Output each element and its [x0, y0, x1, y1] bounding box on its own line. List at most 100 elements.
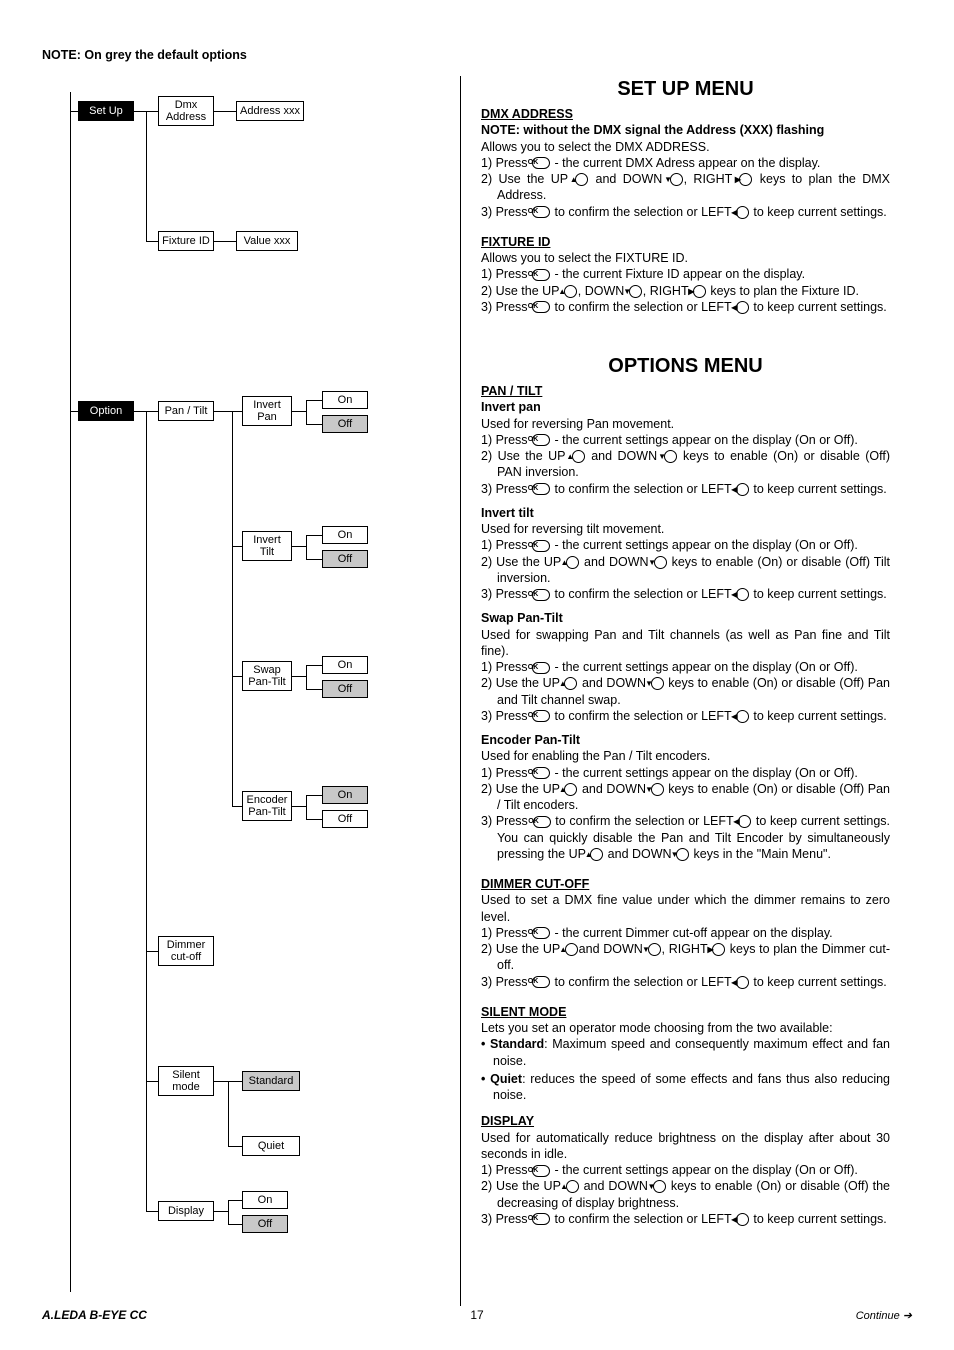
t: 1) Press	[481, 926, 531, 940]
down-icon: ▼	[648, 943, 661, 956]
conn	[214, 411, 232, 412]
conn	[228, 1081, 229, 1146]
t: 2) Use the UP	[481, 555, 565, 569]
ok-icon: OK	[532, 206, 550, 218]
page-footer: A.LEDA B-EYE CC 17 Continue ➔	[42, 1308, 912, 1322]
silent-b1: • Standard: Maximum speed and consequent…	[481, 1036, 890, 1069]
pantilt-heading: PAN / TILT	[481, 383, 890, 399]
conn	[306, 559, 322, 560]
page-body: Set Up Dmx Address Address xxx Fixture I…	[42, 76, 912, 1306]
t: 3) Press	[481, 975, 531, 989]
down-icon: ▼	[670, 173, 683, 186]
up-icon: ▲	[565, 943, 578, 956]
inverttilt-steps: 1) Press OK - the current settings appea…	[481, 537, 890, 602]
conn	[306, 665, 322, 666]
conn	[228, 1081, 242, 1082]
left-icon: ◀	[736, 301, 749, 314]
down-icon: ▼	[651, 677, 664, 690]
left-icon: ◀	[736, 710, 749, 723]
down-icon: ▼	[629, 285, 642, 298]
t: 2) Use the UP	[481, 942, 564, 956]
up-icon: ▲	[564, 285, 577, 298]
conn	[214, 241, 236, 242]
note-grey: NOTE: On grey the default options	[42, 48, 912, 62]
conn	[306, 795, 307, 819]
t: 1) Press	[481, 1163, 531, 1177]
box-encoder: Encoder Pan-Tilt	[242, 791, 292, 821]
t: to confirm the selection or LEFT	[551, 975, 735, 989]
conn	[70, 111, 78, 112]
ok-icon: OK	[532, 1165, 550, 1177]
fixture-steps: 1) Press OK - the current Fixture ID app…	[481, 266, 890, 315]
conn	[232, 806, 242, 807]
conn	[292, 411, 306, 412]
t: 2) Use the UP	[481, 172, 574, 186]
conn	[232, 676, 242, 677]
t: 3) Press	[481, 300, 531, 314]
conn	[306, 424, 322, 425]
t: to keep current settings.	[750, 1212, 887, 1226]
box-standard: Standard	[242, 1071, 300, 1091]
t: 2) Use the UP	[481, 1179, 565, 1193]
inverttilt-intro: Used for reversing tilt movement.	[481, 521, 890, 537]
box-dimmer: Dimmer cut-off	[158, 936, 214, 966]
ok-icon: OK	[532, 589, 550, 601]
t: to confirm the selection or LEFT	[551, 205, 735, 219]
right-icon: ▶	[712, 943, 725, 956]
left-icon: ◀	[736, 206, 749, 219]
t: - the current DMX Adress appear on the d…	[551, 156, 820, 170]
conn	[214, 1081, 228, 1082]
right-icon: ▶	[739, 173, 752, 186]
ok-icon: OK	[532, 157, 550, 169]
up-icon: ▲	[590, 848, 603, 861]
inverttilt-sub: Invert tilt	[481, 505, 890, 521]
t: , RIGHT	[643, 284, 692, 298]
encoder-sub: Encoder Pan-Tilt	[481, 732, 890, 748]
t: 3) Press	[481, 1212, 531, 1226]
display-heading: DISPLAY	[481, 1113, 890, 1129]
t: 2) Use the UP	[481, 782, 563, 796]
t: 1) Press	[481, 433, 531, 447]
dmx-steps: 1) Press OK - the current DMX Adress app…	[481, 155, 890, 220]
t: - the current settings appear on the dis…	[551, 660, 858, 674]
conn	[306, 400, 307, 424]
t: and DOWN	[604, 847, 675, 861]
down-icon: ▼	[664, 450, 677, 463]
swap-intro: Used for swapping Pan and Tilt channels …	[481, 627, 890, 660]
t: to keep current settings.	[750, 709, 887, 723]
fixture-intro: Allows you to select the FIXTURE ID.	[481, 250, 890, 266]
t: 2) Use the UP	[481, 676, 563, 690]
ok-icon: OK	[533, 816, 551, 828]
t: - the current Fixture ID appear on the d…	[551, 267, 805, 281]
box-pantilt: Pan / Tilt	[158, 401, 214, 421]
left-icon: ◀	[736, 1213, 749, 1226]
diagram-area: Set Up Dmx Address Address xxx Fixture I…	[42, 76, 442, 1306]
options-title: OPTIONS MENU	[481, 353, 890, 379]
t: and DOWN	[580, 555, 653, 569]
conn	[228, 1200, 229, 1224]
t: 3) Press	[481, 814, 532, 828]
t: to confirm the selection or LEFT	[551, 587, 735, 601]
box-display: Display	[158, 1201, 214, 1221]
fixture-heading: FIXTURE ID	[481, 234, 890, 250]
up-icon: ▲	[564, 783, 577, 796]
t: - the current settings appear on the dis…	[551, 766, 858, 780]
encoder-steps: 1) Press OK - the current settings appea…	[481, 765, 890, 863]
ok-icon: OK	[532, 710, 550, 722]
up-icon: ▲	[572, 450, 585, 463]
conn	[292, 806, 306, 807]
swap-steps: 1) Press OK - the current settings appea…	[481, 659, 890, 724]
up-icon: ▲	[566, 556, 579, 569]
dmx-note: NOTE: without the DMX signal the Address…	[481, 122, 890, 138]
text-column: SET UP MENU DMX ADDRESS NOTE: without th…	[460, 76, 890, 1306]
box-invpan-off: Off	[322, 415, 368, 433]
box-invert-tilt: Invert Tilt	[242, 531, 292, 561]
ok-icon: OK	[532, 483, 550, 495]
conn	[214, 1211, 228, 1212]
t: 1) Press	[481, 267, 531, 281]
t: keys to plan the Fixture ID.	[707, 284, 859, 298]
conn	[306, 535, 307, 559]
conn	[306, 535, 322, 536]
conn	[306, 819, 322, 820]
conn	[146, 411, 147, 1211]
